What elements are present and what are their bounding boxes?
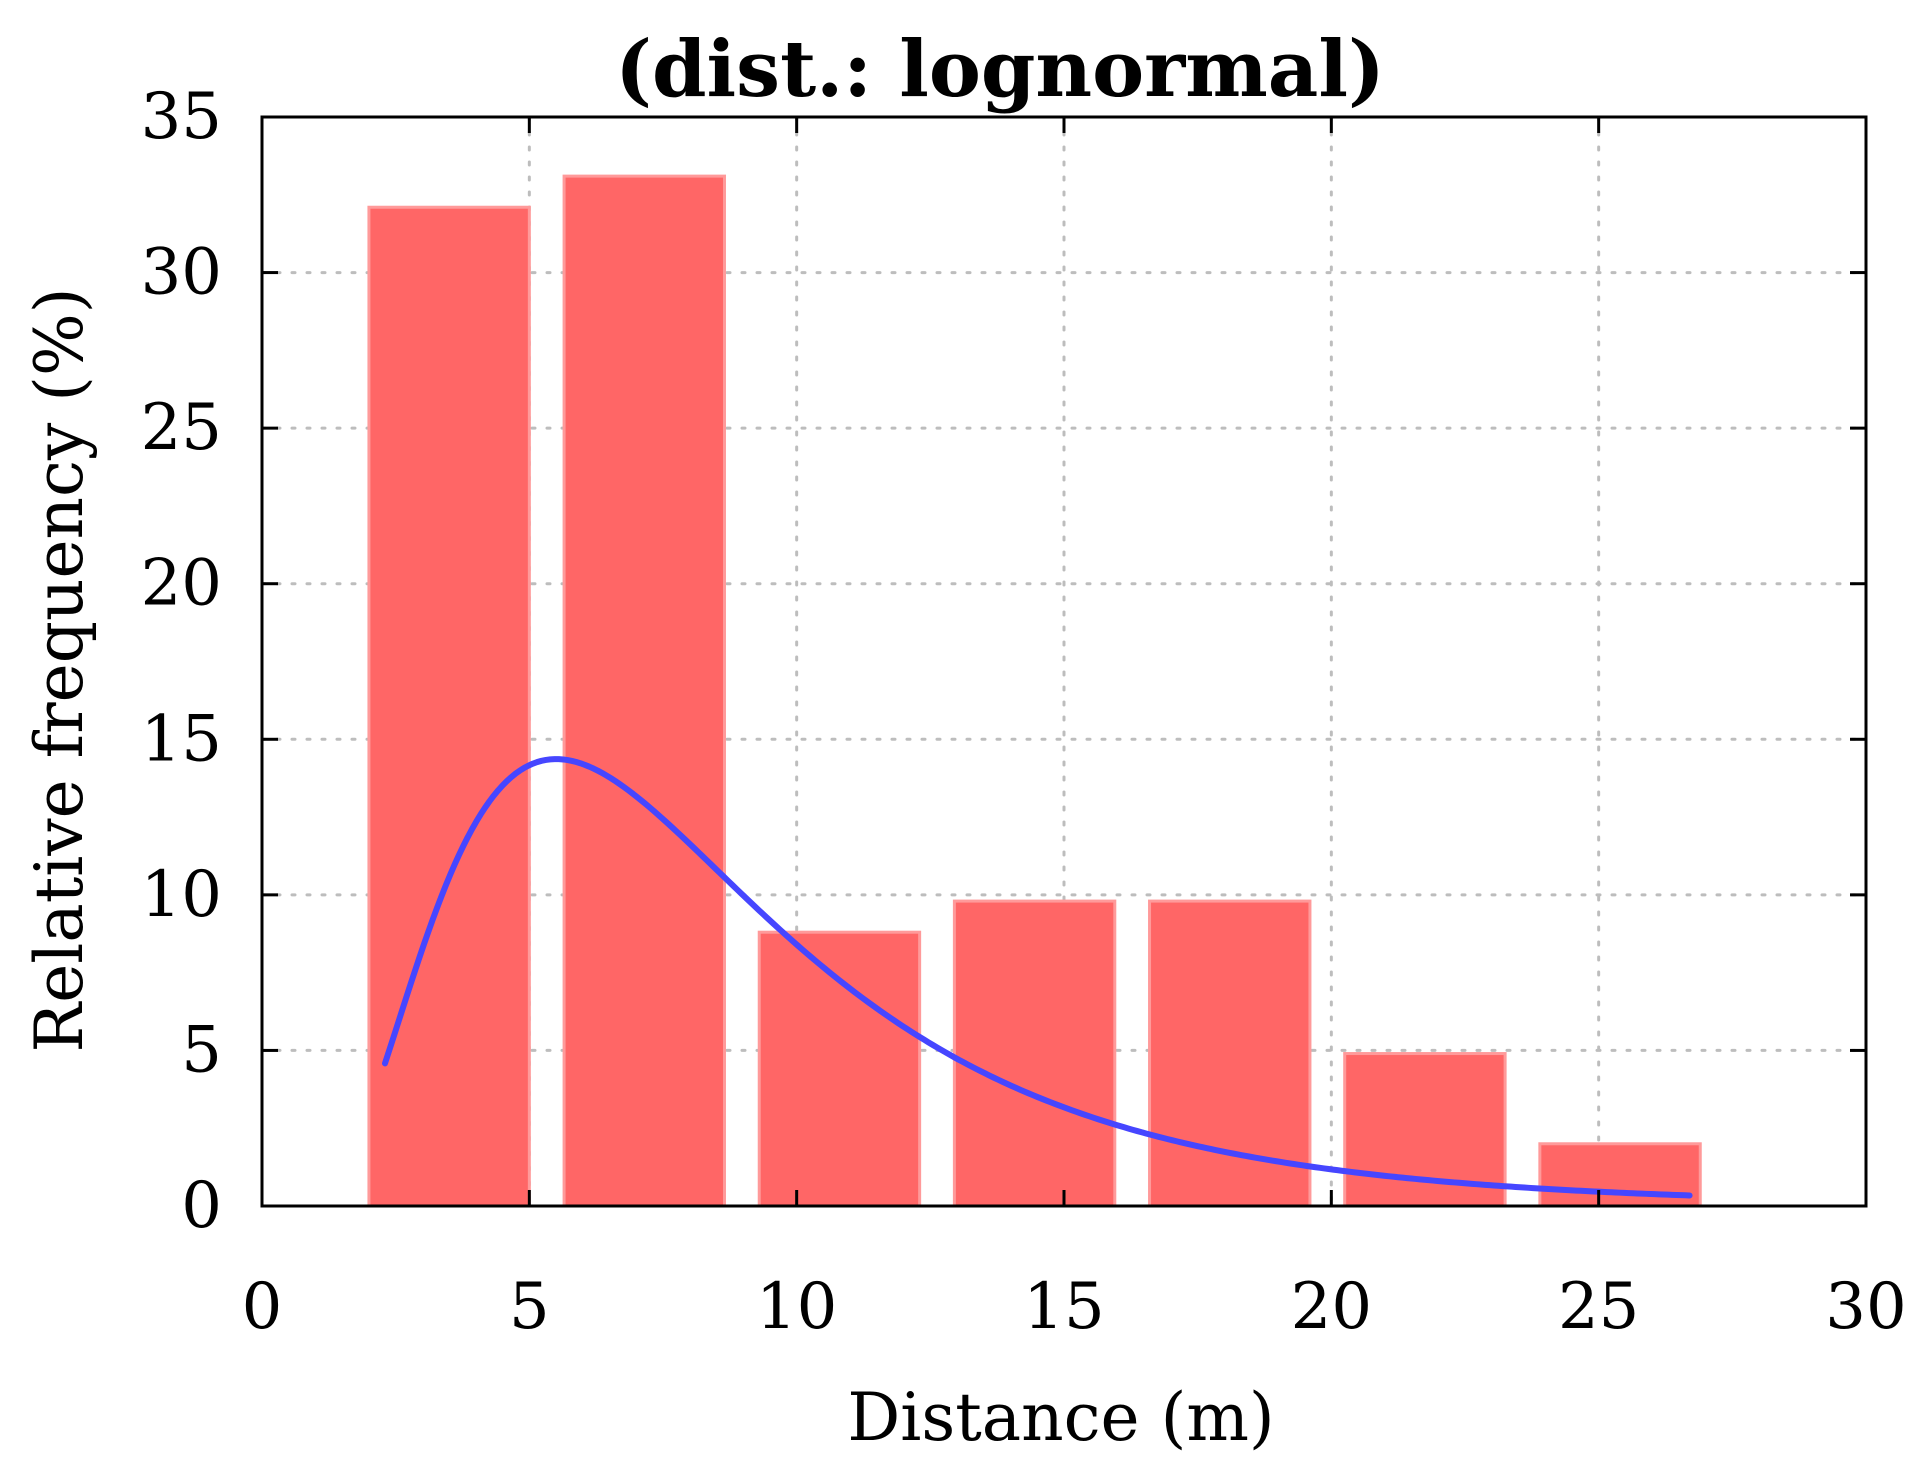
- y-tick-labels: 0 5 10 15 20 25 30 35: [141, 80, 222, 1243]
- y-tick-label: 35: [141, 80, 222, 154]
- x-tick-labels: 0 5 10 15 20 25 30: [242, 1270, 1907, 1344]
- grid: [260, 115, 1868, 1208]
- x-tick-label: 15: [1023, 1270, 1104, 1344]
- y-tick-label: 10: [141, 858, 222, 932]
- y-tick-label: 20: [141, 547, 222, 621]
- bar-4: [952, 899, 1117, 1208]
- y-tick-label: 25: [141, 391, 222, 465]
- bar-3: [757, 930, 922, 1208]
- bars: [367, 174, 1702, 1208]
- y-axis-label: Relative frequency (%): [21, 288, 98, 1053]
- y-tick-label: 5: [181, 1013, 222, 1087]
- x-tick-label: 0: [242, 1270, 283, 1344]
- x-tick-label: 20: [1291, 1270, 1372, 1344]
- y-tick-label: 30: [141, 236, 222, 310]
- x-tick-label: 30: [1825, 1270, 1906, 1344]
- bar-2: [562, 174, 726, 1208]
- x-tick-label: 25: [1558, 1270, 1639, 1344]
- ticks: [260, 115, 1868, 1208]
- chart-title: (dist.: lognormal): [615, 24, 1385, 115]
- x-axis-label: Distance (m): [847, 1379, 1274, 1456]
- y-tick-label: 0: [181, 1169, 222, 1243]
- x-tick-label: 10: [756, 1270, 837, 1344]
- x-tick-label: 5: [509, 1270, 550, 1344]
- y-tick-label: 15: [141, 702, 222, 776]
- lognormal-fit-curve: [381, 756, 1693, 1199]
- bar-1: [367, 205, 531, 1208]
